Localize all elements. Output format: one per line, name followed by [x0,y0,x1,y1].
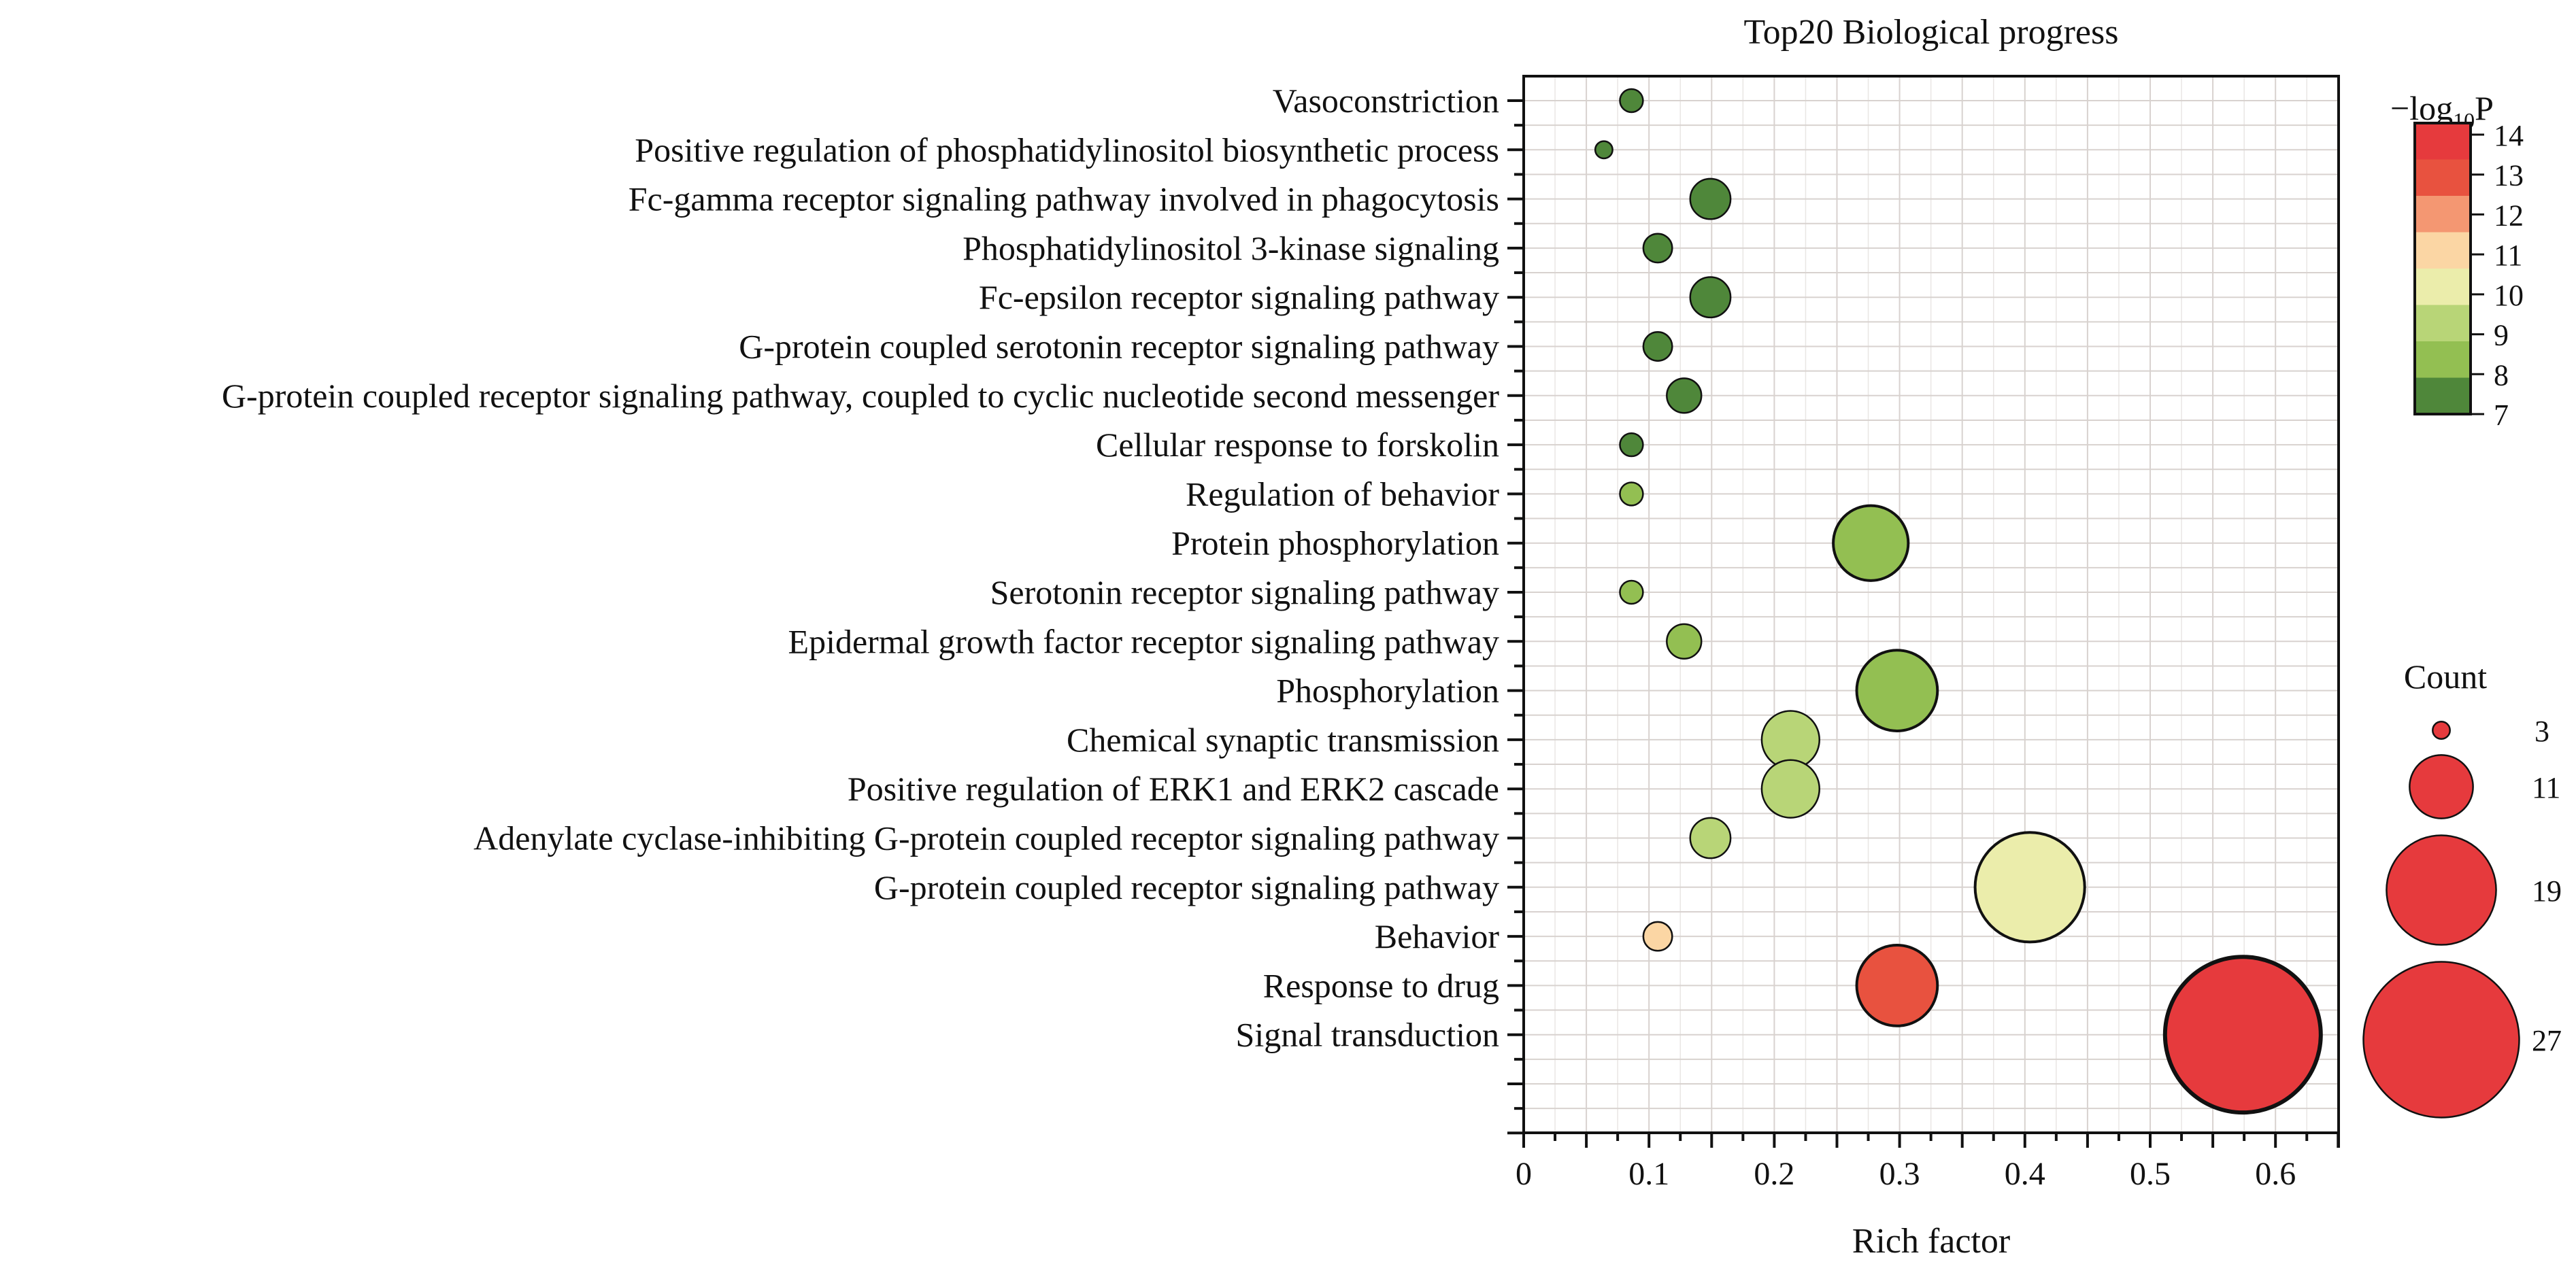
bubbles [1594,88,2323,1115]
bubble-point [1760,759,1820,819]
size-legend-title: Count [2404,658,2487,696]
colorbar-tick-label: 14 [2494,119,2524,152]
size-legend-bubble [2386,834,2497,946]
bubble-point [1642,331,1673,362]
size-legend-bubble [2432,721,2451,740]
y-tick-label: Epidermal growth factor receptor signali… [788,622,1499,660]
y-tick-label: Positive regulation of ERK1 and ERK2 cas… [848,770,1499,808]
y-tick-label: Vasoconstriction [1273,82,1499,120]
y-tick-label: Fc-epsilon receptor signaling pathway [979,278,1499,316]
bubble-point [1973,831,2086,944]
x-tick-label: 0.2 [1754,1156,1794,1192]
colorbar-bin [2415,341,2471,378]
y-tick-label: Adenylate cyclase-inhibiting G-protein c… [473,819,1499,857]
bubble-point [1619,579,1644,605]
color-legend-title-prefix: −log [2390,89,2453,127]
y-tick-label: Phosphatidylinositol 3-kinase signaling [963,229,1499,267]
colorbar-tick-label: 9 [2494,319,2509,352]
y-axis: Vasoconstriction Positive regulation of p… [222,82,1524,1135]
size-legend-bubble [2362,961,2520,1119]
color-legend-title: −log10P [2390,89,2494,133]
y-tick-label: Positive regulation of phosphatidylinosi… [635,131,1499,169]
x-tick-label: 0.5 [2130,1156,2171,1192]
bubble-point [1642,921,1673,952]
x-tick-label: 0.4 [2005,1156,2045,1192]
colorbar-tick-label: 8 [2494,358,2509,392]
y-tick-label: Response to drug [1263,966,1499,1004]
color-legend-title-suffix: P [2475,89,2494,127]
bubble-point [1666,377,1703,414]
size-legend-label: 11 [2532,771,2560,804]
colorbar-bin [2415,377,2471,415]
bubble-point [1689,276,1732,319]
y-tick-label: G-protein coupled receptor signaling pat… [222,377,1499,415]
bubble-point [1689,817,1732,859]
bubble-point [1619,88,1644,114]
size-legend-label: 3 [2535,715,2549,748]
y-tick-label: G-protein coupled receptor signaling pat… [874,868,1499,906]
colorbar-bin [2415,159,2471,197]
grid [1523,76,2339,1133]
x-axis-title: Rich factor [1852,1222,2010,1261]
y-tick-label: Protein phosphorylation [1171,524,1499,562]
y-tick-label: Signal transduction [1236,1016,1499,1054]
y-tick-label: Serotonin receptor signaling pathway [990,573,1499,611]
bubble-point [2162,955,2323,1115]
colorbar-tick-label: 13 [2494,159,2524,192]
bubble-point [1832,504,1910,582]
bubble-point [1619,432,1644,458]
bubble-point [1855,944,1939,1027]
colorbar-bin [2415,269,2471,305]
y-tick-label: Chemical synaptic transmission [1067,721,1499,759]
colorbar-tick-label: 10 [2494,279,2524,312]
size-legend-bubble [2409,754,2474,819]
bubble-point [1594,140,1613,160]
bubble-point [1855,649,1939,732]
x-tick-label: 0.3 [1879,1156,1920,1192]
colorbar-frame [2413,122,2472,415]
size-legend-label: 19 [2532,874,2562,908]
y-tick-label: Behavior [1375,917,1500,955]
y-tick-label: Fc-gamma receptor signaling pathway invo… [629,180,1499,218]
x-tick-label: 0 [1516,1156,1532,1192]
y-tick-label: G-protein coupled serotonin receptor sig… [739,328,1499,366]
x-tick-label: 0.1 [1628,1156,1669,1192]
color-legend: −log10P 7 8 9 10 11 12 13 14 [2390,89,2524,432]
x-tick-label: 0.6 [2255,1156,2296,1192]
y-tick-label: Cellular response to forskolin [1096,426,1499,464]
bubble-point [1642,233,1673,264]
y-tick-label: Regulation of behavior [1186,475,1499,513]
bubble-point [1666,623,1703,660]
colorbar-bin [2415,232,2471,269]
size-legend-label: 27 [2532,1024,2562,1057]
colorbar-tick-label: 11 [2494,239,2522,272]
colorbar-bin [2415,196,2471,233]
x-axis: 0 0.1 0.2 0.3 0.4 0.5 0.6 [1516,1133,2340,1192]
bubble-point [1619,481,1644,507]
colorbar-bin [2415,123,2471,160]
colorbar-tick-label: 7 [2494,398,2509,432]
bubble-point [1689,177,1732,220]
y-tick-label: Phosphorylation [1276,672,1499,710]
colorbar-bin [2415,305,2471,342]
colorbar-tick-label: 12 [2494,199,2524,232]
chart-title: Top20 Biological progress [1744,13,2119,52]
size-legend: Count 3 11 19 27 [2362,658,2562,1119]
